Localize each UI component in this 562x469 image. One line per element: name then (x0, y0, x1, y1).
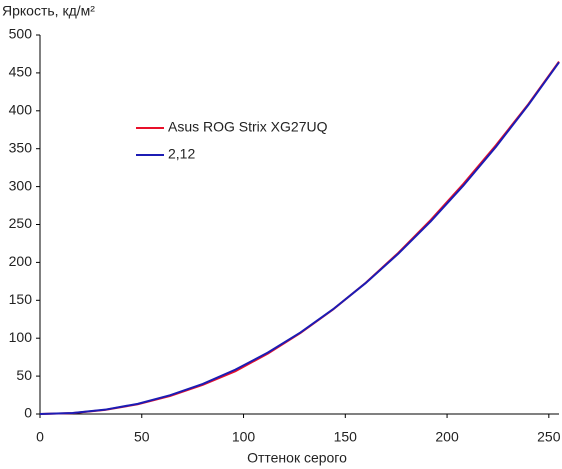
y-tick-label: 50 (16, 367, 32, 383)
x-tick-label: 50 (134, 429, 150, 445)
x-tick-label: 100 (232, 429, 256, 445)
x-tick-label: 0 (36, 429, 44, 445)
y-tick-label: 350 (9, 139, 33, 155)
y-tick-label: 500 (9, 26, 33, 42)
y-tick-label: 450 (9, 64, 33, 80)
series-line (39, 61, 560, 415)
y-axis-title: Яркость, кд/м² (2, 3, 95, 19)
y-tick-label: 100 (9, 329, 33, 345)
x-tick-label: 200 (435, 429, 459, 445)
y-tick-label: 300 (9, 177, 33, 193)
x-tick-label: 250 (537, 429, 561, 445)
y-tick-label: 0 (24, 405, 32, 421)
y-tick-label: 150 (9, 291, 33, 307)
legend-label: 2,12 (168, 146, 195, 162)
x-tick-label: 150 (334, 429, 358, 445)
y-tick-label: 400 (9, 102, 33, 118)
series-line (39, 60, 560, 415)
y-tick-label: 250 (9, 215, 33, 231)
x-axis-title: Оттенок серого (247, 450, 347, 466)
y-tick-label: 200 (9, 253, 33, 269)
legend-label: Asus ROG Strix XG27UQ (168, 119, 328, 135)
